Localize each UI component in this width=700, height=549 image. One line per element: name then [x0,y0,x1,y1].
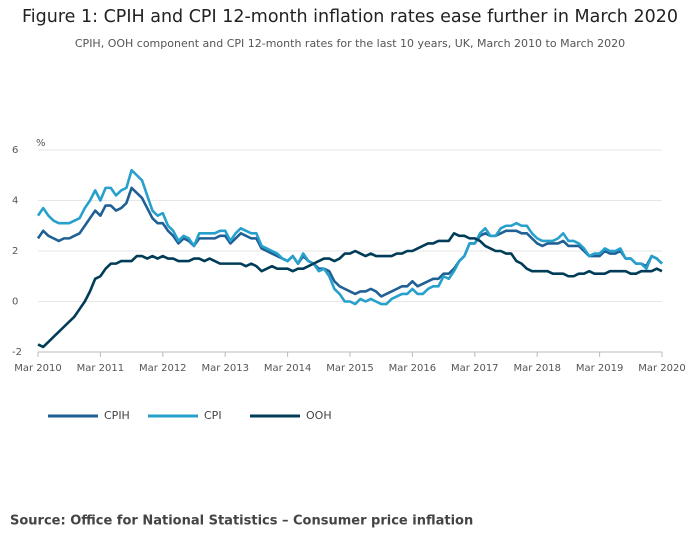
x-tick-label: Mar 2010 [14,363,62,374]
y-tick-label: 2 [12,246,18,257]
legend-label: CPI [204,409,222,422]
x-tick-label: Mar 2017 [451,363,499,374]
legend-label: OOH [306,409,332,422]
y-tick-label: -2 [12,347,22,358]
x-tick-label: Mar 2015 [326,363,374,374]
source-note: Source: Office for National Statistics –… [10,514,473,529]
x-tick-label: Mar 2011 [77,363,125,374]
x-tick-label: Mar 2019 [576,363,624,374]
line-series [37,232,663,349]
y-tick-label: 0 [12,297,18,308]
y-tick-label: 4 [12,196,18,207]
y-axis-label: % [36,138,46,149]
legend-label: CPIH [104,409,130,422]
x-tick-label: Mar 2014 [264,363,312,374]
line-series [36,168,663,306]
x-tick-label: Mar 2013 [201,363,249,374]
x-tick-label: Mar 2020 [638,363,686,374]
chart-subtitle: CPIH, OOH component and CPI 12-month rat… [75,37,625,50]
y-tick-label: 6 [12,145,18,156]
chart-title: Figure 1: CPIH and CPI 12-month inflatio… [22,7,678,27]
x-tick-label: Mar 2012 [139,363,187,374]
x-tick-label: Mar 2016 [389,363,437,374]
x-tick-label: Mar 2018 [513,363,561,374]
line-series [36,186,663,298]
